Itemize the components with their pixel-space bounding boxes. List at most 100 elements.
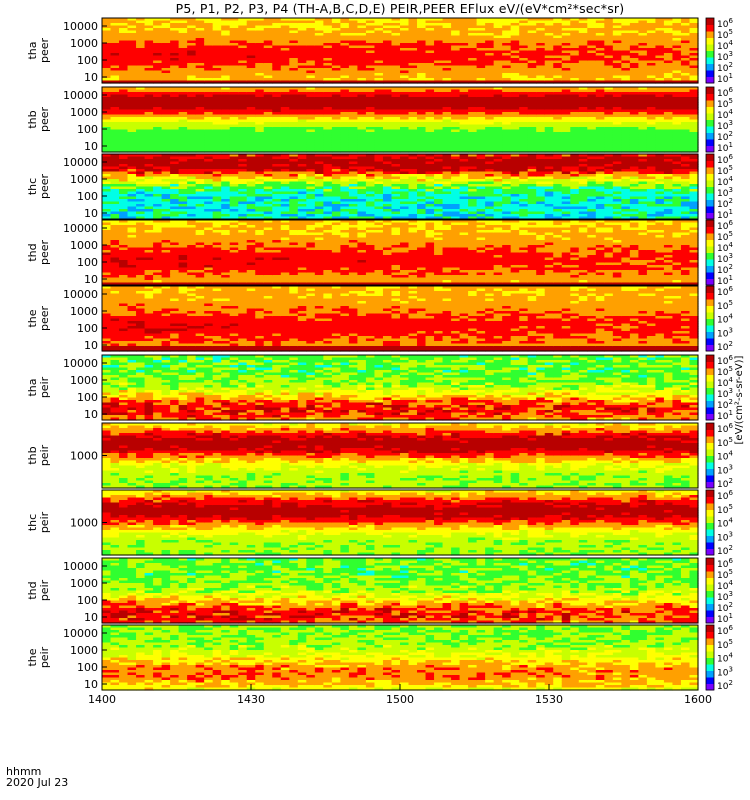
spectrogram-cell — [357, 73, 367, 77]
spectrogram-cell — [272, 119, 282, 123]
spectrogram-cell — [178, 89, 188, 93]
spectrogram-cell — [417, 43, 427, 47]
spectrogram-cell — [544, 112, 554, 116]
spectrogram-cell — [621, 40, 631, 44]
spectrogram-cell — [638, 68, 648, 72]
spectrogram-cell — [212, 142, 222, 146]
spectrogram-cell — [127, 196, 137, 200]
spectrogram-cell — [178, 87, 188, 91]
spectrogram-cell — [621, 107, 631, 111]
spectrogram-cell — [136, 28, 146, 32]
spectrogram-cell — [195, 214, 205, 218]
spectrogram-cell — [195, 166, 205, 170]
spectrogram-cell — [161, 204, 171, 208]
spectrogram-cell — [663, 134, 674, 138]
spectrogram-cell — [442, 40, 452, 44]
spectrogram-cell — [417, 199, 427, 203]
spectrogram-cell — [161, 107, 171, 111]
spectrogram-cell — [136, 78, 146, 82]
spectrogram-cell — [502, 20, 512, 24]
spectrogram-cell — [468, 114, 478, 118]
spectrogram-cell — [263, 33, 273, 37]
spectrogram-cell — [340, 166, 350, 170]
spectrogram-cell — [536, 78, 546, 82]
spectrogram-cell — [255, 196, 265, 200]
spectrogram-cell — [365, 43, 376, 47]
spectrogram-cell — [340, 176, 350, 180]
spectrogram-cell — [348, 43, 359, 47]
spectrogram-cell — [289, 206, 299, 210]
spectrogram-cell — [357, 60, 367, 64]
spectrogram-cell — [280, 104, 290, 108]
spectrogram-cell — [544, 119, 554, 123]
spectrogram-cell — [672, 70, 682, 74]
spectrogram-cell — [493, 147, 503, 151]
spectrogram-cell — [689, 58, 699, 62]
spectrogram-cell — [587, 40, 597, 44]
spectrogram-cell — [161, 201, 171, 205]
spectrogram-cell — [434, 89, 444, 93]
spectrogram-cell — [153, 124, 163, 128]
spectrogram-cell — [476, 204, 486, 208]
spectrogram-cell — [425, 60, 435, 64]
spectrogram-cell — [246, 134, 256, 138]
spectrogram-cell — [153, 104, 163, 108]
spectrogram-cell — [178, 156, 188, 160]
spectrogram-cell — [629, 38, 639, 42]
colorbar-segment — [706, 145, 714, 153]
spectrogram-cell — [187, 112, 197, 116]
spectrogram-cell — [272, 53, 282, 57]
spectrogram-cell — [306, 109, 316, 113]
spectrogram-cell — [595, 55, 605, 59]
spectrogram-cell — [323, 196, 333, 200]
spectrogram-cell — [502, 124, 512, 128]
spectrogram-cell — [340, 60, 350, 64]
spectrogram-cell — [289, 73, 299, 77]
spectrogram-cell — [357, 43, 367, 47]
spectrogram-cell — [434, 209, 444, 213]
spectrogram-cell — [102, 134, 112, 138]
spectrogram-cell — [178, 38, 188, 42]
spectrogram-cell — [323, 134, 333, 138]
spectrogram-cell — [280, 142, 290, 146]
spectrogram-cell — [519, 92, 529, 96]
spectrogram-cell — [110, 199, 120, 203]
spectrogram-cell — [306, 33, 316, 37]
spectrogram-cell — [127, 179, 137, 183]
spectrogram-cell — [434, 55, 444, 59]
spectrogram-cell — [348, 161, 359, 165]
spectrogram-cell — [221, 142, 231, 146]
spectrogram-cell — [493, 109, 503, 113]
spectrogram-cell — [408, 92, 418, 96]
spectrogram-cell — [553, 127, 563, 131]
spectrogram-cell — [493, 99, 503, 103]
spectrogram-cell — [136, 92, 146, 96]
spectrogram-cell — [638, 104, 648, 108]
spectrogram-cell — [400, 134, 410, 138]
spectrogram-cell — [408, 33, 418, 37]
spectrogram-cell — [161, 70, 171, 74]
spectrogram-cell — [621, 73, 631, 77]
spectrogram-cell — [272, 73, 282, 77]
spectrogram-cell — [442, 171, 452, 175]
spectrogram-cell — [442, 176, 452, 180]
spectrogram-cell — [102, 20, 112, 24]
spectrogram-cell — [357, 164, 367, 168]
spectrogram-cell — [297, 119, 307, 123]
spectrogram-cell — [127, 186, 137, 190]
spectrogram-cell — [280, 78, 290, 82]
spectrogram-cell — [382, 199, 393, 203]
spectrogram-cell — [442, 112, 452, 116]
spectrogram-cell — [119, 109, 129, 113]
spectrogram-cell — [459, 144, 469, 148]
spectrogram-cell — [612, 139, 622, 143]
spectrogram-cell — [357, 94, 367, 98]
spectrogram-cell — [442, 25, 452, 29]
spectrogram-cell — [204, 171, 214, 175]
spectrogram-cell — [374, 134, 384, 138]
spectrogram-cell — [289, 209, 299, 213]
spectrogram-cell — [391, 58, 401, 62]
spectrogram-cell — [195, 99, 205, 103]
spectrogram-cell — [604, 124, 614, 128]
spectrogram-cell — [127, 164, 137, 168]
